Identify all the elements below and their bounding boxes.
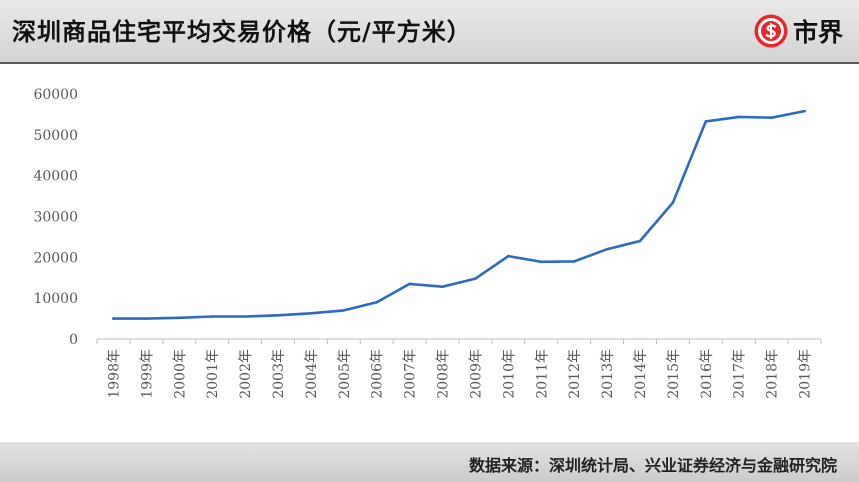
data-point bbox=[737, 115, 741, 119]
data-point bbox=[671, 201, 675, 204]
data-point bbox=[507, 254, 510, 258]
x-tick-label: 2013年 bbox=[600, 349, 616, 399]
x-axis: 1998年 1999年 2000年 2001年 2002年 2003年 2004年 2005年… bbox=[96, 338, 822, 399]
brand: 市界 bbox=[754, 13, 843, 49]
data-point bbox=[342, 309, 346, 312]
y-tick-label: 40000 bbox=[33, 169, 78, 185]
x-tick-label: 2005年 bbox=[337, 349, 353, 399]
brand-name: 市界 bbox=[792, 18, 843, 47]
y-tick-label: 50000 bbox=[33, 128, 78, 144]
x-tick-label: 2010年 bbox=[501, 349, 517, 399]
data-point bbox=[572, 260, 576, 263]
y-tick-label: 20000 bbox=[33, 250, 78, 266]
data-point bbox=[145, 317, 148, 320]
chart-title: 深圳商品住宅平均交易价格（元/平方米） bbox=[12, 18, 472, 46]
y-tick-label: 60000 bbox=[33, 87, 78, 103]
x-tick-label: 1998年 bbox=[106, 349, 122, 399]
y-axis-labels: 0 10000 20000 30000 40000 50000 60000 bbox=[33, 87, 78, 348]
x-tick-label: 2018年 bbox=[765, 349, 781, 399]
x-tick-label: 2012年 bbox=[567, 349, 583, 399]
data-point bbox=[539, 260, 543, 264]
x-tick-label: 2019年 bbox=[798, 349, 814, 399]
y-tick-label: 0 bbox=[69, 332, 78, 348]
dollar-circle-icon bbox=[754, 14, 788, 48]
x-tick-label: 2006年 bbox=[370, 349, 386, 399]
x-tick-label: 2009年 bbox=[468, 349, 484, 399]
x-tick-label: 2000年 bbox=[172, 349, 188, 399]
series-line bbox=[112, 109, 806, 320]
series-layer bbox=[112, 109, 806, 320]
data-point bbox=[309, 311, 313, 315]
data-point bbox=[408, 282, 411, 286]
data-point bbox=[803, 109, 806, 113]
y-tick-label: 30000 bbox=[33, 210, 78, 226]
x-tick-label: 2015年 bbox=[666, 349, 682, 399]
header-bar: 深圳商品住宅平均交易价格（元/平方米） 市界 bbox=[0, 0, 859, 62]
data-point bbox=[112, 317, 115, 320]
data-point bbox=[177, 316, 181, 320]
data-point bbox=[704, 120, 708, 123]
x-tick-label: 2002年 bbox=[238, 349, 254, 399]
footer-bar: 数据来源：深圳统计局、兴业证券经济与金融研究院 bbox=[0, 442, 859, 482]
x-tick-label: 2004年 bbox=[304, 349, 320, 399]
x-tick-label: 2003年 bbox=[271, 349, 287, 399]
data-point bbox=[375, 300, 379, 304]
data-point bbox=[770, 116, 773, 119]
data-point bbox=[441, 285, 444, 289]
x-tick-label: 2001年 bbox=[205, 349, 221, 399]
x-tick-label: 2011年 bbox=[534, 349, 550, 399]
x-tick-label: 1999年 bbox=[139, 349, 155, 399]
data-point bbox=[243, 315, 247, 318]
header-divider bbox=[0, 62, 859, 64]
data-point bbox=[638, 239, 642, 243]
data-point bbox=[210, 315, 214, 318]
x-tick-label: 2014年 bbox=[633, 349, 649, 399]
y-tick-label: 10000 bbox=[33, 291, 78, 307]
source-note: 数据来源：深圳统计局、兴业证券经济与金融研究院 bbox=[468, 456, 837, 475]
data-point bbox=[474, 277, 477, 280]
x-tick-label: 2008年 bbox=[436, 349, 452, 399]
data-point bbox=[605, 247, 609, 251]
data-point bbox=[276, 314, 280, 317]
x-tick-label: 2016年 bbox=[699, 349, 715, 399]
x-tick-label: 2007年 bbox=[403, 349, 419, 399]
x-tick-label: 2017年 bbox=[732, 349, 748, 399]
